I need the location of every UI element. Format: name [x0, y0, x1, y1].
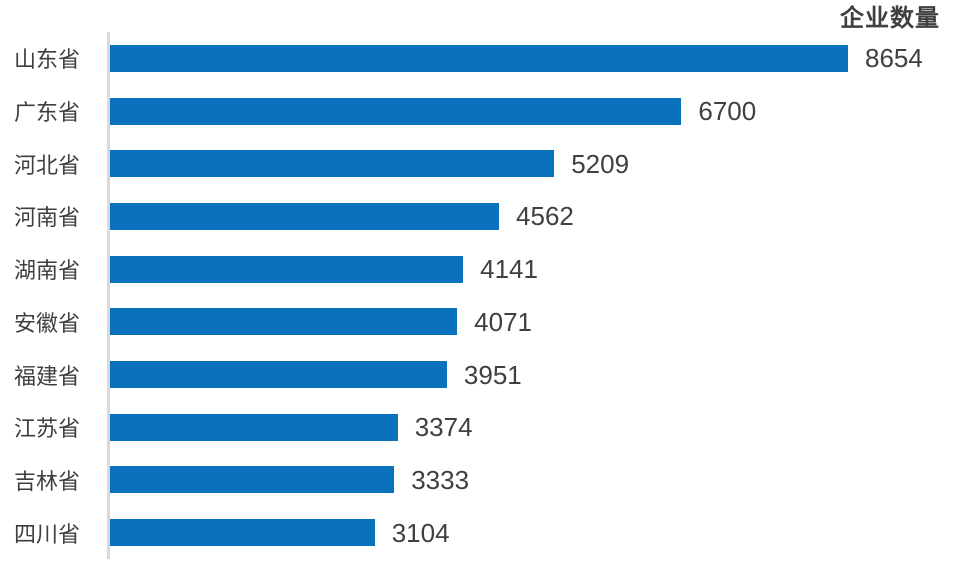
value-label: 4071 — [474, 306, 532, 337]
bar-rows: 山东省 8654 广东省 6700 河北省 5209 河南省 4562 湖南省 … — [0, 32, 959, 559]
value-label: 4562 — [516, 201, 574, 232]
chart-title: 企业数量 — [840, 5, 940, 32]
bar — [110, 150, 555, 178]
bar-row: 河南省 4562 — [0, 190, 959, 243]
bar-row: 江苏省 3374 — [0, 401, 959, 454]
category-label: 江苏省 — [13, 416, 80, 442]
bar-row: 四川省 3104 — [0, 506, 959, 559]
value-label: 6700 — [698, 96, 757, 127]
bar-row: 湖南省 4141 — [0, 243, 959, 296]
bar — [110, 466, 395, 494]
value-label: 3104 — [391, 517, 450, 548]
category-label: 吉林省 — [13, 468, 80, 494]
category-label: 河北省 — [13, 152, 80, 178]
bar — [110, 255, 464, 283]
bar-row: 广东省 6700 — [0, 85, 959, 138]
bar — [110, 44, 848, 72]
category-label: 山东省 — [13, 47, 80, 73]
category-label: 四川省 — [13, 521, 80, 547]
bar — [110, 202, 500, 230]
bar — [110, 361, 447, 389]
bar — [110, 519, 375, 547]
value-label: 3951 — [463, 359, 522, 390]
value-label: 8654 — [865, 43, 923, 74]
bar — [110, 97, 682, 125]
value-label: 4141 — [480, 254, 538, 285]
category-label: 福建省 — [13, 363, 80, 389]
value-label: 3333 — [411, 464, 470, 495]
category-label: 湖南省 — [13, 258, 80, 284]
bar-row: 河北省 5209 — [0, 137, 959, 190]
category-label: 安徽省 — [13, 310, 80, 336]
y-axis-line — [107, 32, 110, 559]
bar-row: 山东省 8654 — [0, 32, 959, 85]
bar-row: 安徽省 4071 — [0, 296, 959, 349]
category-label: 河南省 — [13, 205, 80, 231]
bar — [110, 308, 458, 336]
value-label: 5209 — [571, 148, 630, 179]
category-label: 广东省 — [13, 100, 80, 126]
value-label: 3374 — [414, 412, 473, 443]
bar — [110, 413, 398, 441]
bar-row: 吉林省 3333 — [0, 454, 959, 507]
bar-row: 福建省 3951 — [0, 348, 959, 401]
